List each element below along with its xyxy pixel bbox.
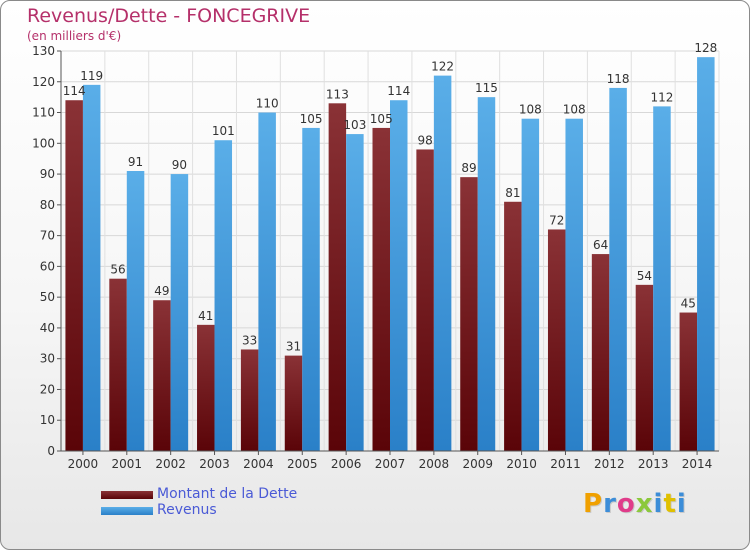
bar-revenus xyxy=(609,87,627,451)
bar-dette xyxy=(153,300,171,451)
bar-revenus xyxy=(302,127,320,451)
y-tick-label: 60 xyxy=(40,259,55,273)
x-tick-label: 2013 xyxy=(638,457,669,471)
x-tick-label: 2009 xyxy=(462,457,493,471)
data-label-dette: 105 xyxy=(370,112,393,126)
data-label-dette: 49 xyxy=(154,284,169,298)
data-label-revenus: 118 xyxy=(607,72,630,86)
bar-revenus xyxy=(521,118,540,451)
bar-revenus xyxy=(697,57,715,452)
y-tick-label: 70 xyxy=(40,229,55,243)
data-label-revenus: 103 xyxy=(343,118,366,132)
y-tick-label: 80 xyxy=(40,198,55,212)
bar-revenus xyxy=(565,118,583,451)
proxiti-logo: Proxiti xyxy=(583,489,687,519)
data-label-revenus: 110 xyxy=(256,97,279,111)
data-label-dette: 64 xyxy=(593,238,608,252)
bar-revenus xyxy=(433,75,452,451)
y-tick-label: 0 xyxy=(47,444,55,458)
data-label-revenus: 112 xyxy=(650,90,673,104)
bar-dette xyxy=(240,349,259,451)
bar-revenus xyxy=(258,112,276,452)
data-label-dette: 56 xyxy=(110,263,125,277)
data-label-dette: 33 xyxy=(242,333,257,347)
data-label-revenus: 122 xyxy=(431,60,454,74)
bar-revenus xyxy=(390,100,408,451)
x-tick-label: 2005 xyxy=(287,457,318,471)
bar-revenus xyxy=(653,106,671,451)
chart-title: Revenus/Dette - FONCEGRIVE xyxy=(27,5,311,27)
x-tick-label: 2004 xyxy=(243,457,274,471)
bar-revenus xyxy=(214,140,233,451)
bar-revenus xyxy=(170,174,189,452)
x-tick-label: 2006 xyxy=(331,457,362,471)
bar-revenus xyxy=(126,171,145,451)
data-label-revenus: 128 xyxy=(694,41,717,55)
data-label-revenus: 101 xyxy=(212,124,235,138)
bar-dette xyxy=(284,355,303,451)
data-label-dette: 41 xyxy=(198,309,213,323)
bar-dette xyxy=(109,278,127,451)
bar-dette xyxy=(65,100,83,451)
chart-subtitle: (en milliers d'€) xyxy=(27,29,122,43)
data-label-revenus: 114 xyxy=(387,84,410,98)
y-tick-label: 10 xyxy=(40,413,55,427)
data-label-revenus: 115 xyxy=(475,81,498,95)
bar-dette xyxy=(591,254,610,451)
bar-dette xyxy=(504,201,522,451)
data-label-dette: 98 xyxy=(417,133,432,147)
x-tick-label: 2001 xyxy=(112,457,143,471)
y-tick-label: 50 xyxy=(40,290,55,304)
bar-dette xyxy=(635,284,654,451)
x-tick-label: 2007 xyxy=(375,457,406,471)
data-label-revenus: 119 xyxy=(80,69,103,83)
x-tick-label: 2003 xyxy=(199,457,230,471)
bar-revenus xyxy=(82,84,101,451)
y-tick-label: 30 xyxy=(40,352,55,366)
x-tick-label: 2002 xyxy=(155,457,186,471)
bar-dette xyxy=(416,149,434,451)
x-tick-label: 2011 xyxy=(550,457,581,471)
data-label-revenus: 90 xyxy=(172,158,187,172)
legend-label-revenus: Revenus xyxy=(157,502,217,518)
x-tick-label: 2014 xyxy=(682,457,713,471)
data-label-dette: 89 xyxy=(461,161,476,175)
legend-swatch-revenus xyxy=(101,507,153,515)
data-label-dette: 54 xyxy=(637,269,652,283)
y-tick-label: 90 xyxy=(40,167,55,181)
data-label-dette: 113 xyxy=(326,87,349,101)
bar-dette xyxy=(197,324,215,451)
y-tick-label: 40 xyxy=(40,321,55,335)
bar-dette xyxy=(460,177,478,451)
data-label-dette: 81 xyxy=(505,186,520,200)
data-label-dette: 45 xyxy=(681,297,696,311)
bar-revenus xyxy=(477,97,496,452)
bar-dette xyxy=(547,229,566,451)
data-label-dette: 114 xyxy=(63,84,86,98)
x-tick-label: 2010 xyxy=(506,457,537,471)
x-tick-label: 2012 xyxy=(594,457,625,471)
bar-revenus xyxy=(346,134,364,452)
y-tick-label: 110 xyxy=(32,106,55,120)
data-label-revenus: 91 xyxy=(128,155,143,169)
y-tick-label: 100 xyxy=(32,136,55,150)
y-tick-label: 130 xyxy=(32,44,55,58)
data-label-revenus: 105 xyxy=(300,112,323,126)
legend-swatch-dette xyxy=(101,491,153,499)
data-label-revenus: 108 xyxy=(563,103,586,117)
bar-dette xyxy=(679,312,698,451)
data-label-dette: 72 xyxy=(549,213,564,227)
y-tick-label: 20 xyxy=(40,382,55,396)
legend-label-dette: Montant de la Dette xyxy=(157,486,298,502)
y-tick-label: 120 xyxy=(32,75,55,89)
x-tick-label: 2000 xyxy=(68,457,99,471)
data-label-revenus: 108 xyxy=(519,103,542,117)
data-label-dette: 31 xyxy=(286,340,301,354)
bar-dette xyxy=(328,103,347,452)
bar-dette xyxy=(372,127,390,451)
x-tick-label: 2008 xyxy=(419,457,450,471)
